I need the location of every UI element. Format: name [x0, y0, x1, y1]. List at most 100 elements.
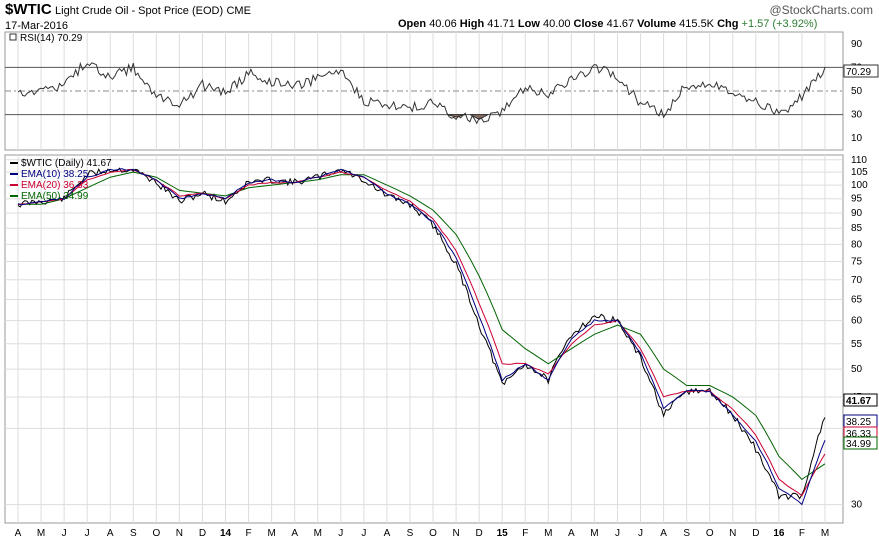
x-tick-label: M [544, 528, 552, 539]
x-tick-label: M [267, 528, 275, 539]
value-tag-box [843, 393, 878, 407]
price-tick-label: 80 [851, 239, 863, 250]
x-tick-label: F [246, 528, 252, 539]
rsi-current-value: 70.29 [846, 67, 871, 78]
rsi-levels [5, 66, 843, 116]
rsi-legend-box [9, 33, 17, 41]
close-label: Close [573, 18, 604, 30]
rsi-oversold-area [469, 114, 489, 120]
value-tag-label: 36.33 [846, 429, 871, 440]
x-tick-label: M [314, 528, 322, 539]
x-tick-label: A [15, 528, 22, 539]
price-tick-label: 90 [851, 208, 863, 219]
price-tick-label: 75 [851, 256, 863, 267]
rsi-panel-frame [4, 31, 844, 151]
legend-label: EMA(50) 34.99 [21, 191, 89, 202]
x-axis-labels: A M J J A S O N D 14 F M A M J J A S O N D 15 F M A M J J A S O N D 16 F M [15, 528, 830, 539]
rsi-oversold-area [446, 114, 466, 118]
open-label: Open [398, 18, 427, 30]
rsi-tick-label: 30 [851, 110, 863, 121]
chg-label: Chg [717, 18, 739, 30]
rsi-tick-label: 10 [851, 133, 863, 144]
price-tick-label: 60 [851, 316, 863, 327]
legend-label: EMA(20) 36.33 [21, 180, 89, 191]
price-tick-label: 85 [851, 223, 863, 234]
price-tick-label: 100 [851, 180, 868, 191]
rsi-current-box [843, 64, 879, 78]
rsi-current-tag: 70.29 [843, 64, 879, 78]
price-axis-ticks: 11010510095908580757065605550454030 [851, 155, 868, 511]
price-grid [5, 155, 843, 523]
price-tick-label: 110 [851, 155, 867, 166]
x-tick-label: A [660, 528, 667, 539]
x-tick-label: M [821, 528, 829, 539]
value-tag-label: 38.25 [846, 417, 871, 428]
rsi-axis-ticks: 9070503010 [851, 39, 863, 144]
legend-label: $WTIC (Daily) 41.67 [21, 158, 112, 169]
x-tick-label: D [199, 528, 206, 539]
x-tick-label: O [429, 528, 437, 539]
high-value: 41.71 [487, 18, 515, 30]
x-tick-label: J [361, 528, 366, 539]
x-tick-label: S [407, 528, 414, 539]
ohlc-stats: Open 40.06 High 41.71 Low 40.00 Close 41… [398, 17, 817, 31]
high-label: High [459, 18, 485, 30]
x-tick-label: D [476, 528, 483, 539]
price-tick-label: 70 [851, 275, 863, 286]
value-tag-label: 34.99 [846, 439, 871, 450]
x-tick-label: S [683, 528, 690, 539]
value-tag-box [843, 436, 878, 450]
chart-header: $WTIC Light Crude Oil - Spot Price (EOD)… [5, 1, 251, 18]
x-tick-label: N [176, 528, 183, 539]
price-tick-label: 65 [851, 294, 863, 305]
x-tick-label: F [799, 528, 805, 539]
x-tick-label: J [338, 528, 343, 539]
exchange: CME [226, 5, 251, 17]
brand-logo: @StockCharts.com [769, 3, 873, 17]
x-tick-label: J [85, 528, 90, 539]
x-tick-label: F [522, 528, 528, 539]
price-tick-label: 55 [851, 339, 863, 350]
x-tick-label: A [384, 528, 391, 539]
x-tick-label: J [615, 528, 620, 539]
open-value: 40.06 [429, 18, 457, 30]
x-tick-label: O [706, 528, 714, 539]
x-tick-label: 15 [497, 528, 509, 539]
volume-label: Volume [637, 18, 677, 30]
rsi-tick-label: 90 [851, 39, 863, 50]
low-label: Low [517, 18, 540, 30]
symbol: $WTIC [5, 1, 52, 18]
rsi-line [17, 61, 826, 125]
price-tick-label: 95 [851, 194, 863, 205]
close-value: 41.67 [606, 18, 635, 30]
price-tick-label: 105 [851, 167, 868, 178]
x-tick-label: N [729, 528, 736, 539]
rsi-tick-label: 50 [851, 86, 863, 97]
chart-date: 17-Mar-2016 [5, 20, 68, 32]
x-tick-label: A [568, 528, 575, 539]
price-tick-label: 50 [851, 364, 863, 375]
x-tick-label: M [37, 528, 45, 539]
x-tick-label: O [152, 528, 160, 539]
rsi-legend: RSI(14) 70.29 [9, 33, 83, 44]
price-tick-label: 30 [851, 500, 863, 511]
rsi-fill [446, 114, 489, 120]
rsi-label: RSI(14) 70.29 [20, 33, 83, 44]
x-tick-label: M [590, 528, 598, 539]
x-tick-label: D [752, 528, 759, 539]
x-tick-label: J [62, 528, 67, 539]
value-tag-label: 41.67 [846, 396, 871, 407]
low-value: 40.00 [542, 18, 571, 30]
price-panel-frame [4, 154, 844, 524]
x-tick-label: A [107, 528, 114, 539]
chg-value: +1.57 (+3.92%) [741, 18, 818, 30]
x-tick-label: A [291, 528, 298, 539]
x-tick-label: 14 [220, 528, 232, 539]
ema10-line [17, 168, 826, 506]
x-tick-label: 16 [773, 528, 785, 539]
legend-label: EMA(10) 38.25 [21, 169, 89, 180]
x-tick-label: S [130, 528, 137, 539]
